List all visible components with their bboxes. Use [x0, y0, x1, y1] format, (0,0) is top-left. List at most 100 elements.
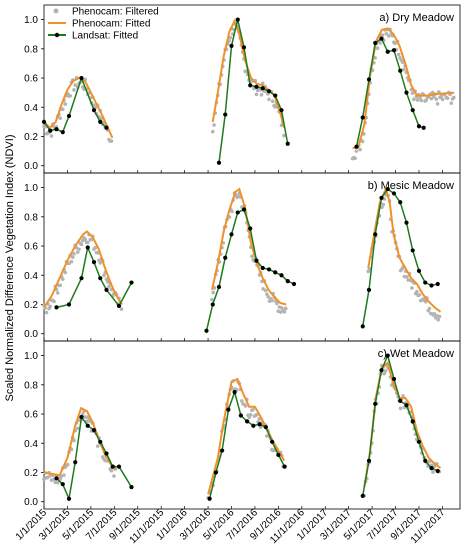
landsat-point	[254, 84, 259, 89]
landsat-point	[279, 273, 284, 278]
landsat-point	[282, 464, 287, 469]
landsat-point	[385, 353, 390, 358]
filtered-point	[424, 98, 429, 102]
filtered-point	[240, 399, 244, 403]
filtered-point	[83, 237, 88, 242]
filtered-point	[211, 290, 216, 295]
phenocam-filtered-points	[42, 21, 456, 161]
filtered-point	[382, 371, 387, 376]
landsat-point	[366, 77, 372, 82]
landsat-point	[398, 200, 403, 205]
filtered-point	[353, 156, 357, 161]
landsat-point	[391, 48, 397, 53]
filtered-point	[418, 95, 422, 100]
landsat-point	[435, 281, 440, 287]
filtered-point	[452, 95, 456, 100]
landsat-point	[54, 305, 59, 310]
filtered-point	[254, 92, 259, 97]
landsat-point	[360, 324, 365, 329]
filtered-point	[55, 480, 60, 485]
y-tick-label: 0.2	[24, 300, 38, 311]
filtered-point	[58, 116, 63, 121]
landsat-point	[366, 458, 372, 463]
landsat-point	[273, 93, 278, 98]
landsat-point	[79, 75, 84, 81]
filtered-point	[68, 94, 73, 98]
filtered-point	[70, 255, 75, 259]
y-axis-label: Scaled Normalized Difference Vegetation …	[4, 135, 16, 402]
landsat-point	[379, 368, 384, 373]
landsat-point	[54, 476, 59, 481]
landsat-point	[241, 207, 247, 212]
landsat-point	[254, 258, 259, 263]
filtered-point	[378, 41, 382, 45]
filtered-point	[210, 297, 214, 302]
landsat-point	[238, 413, 243, 418]
filtered-point	[251, 407, 255, 412]
landsat-point	[360, 115, 365, 120]
panel-2: 0.0 0.2 0.4 0.6 0.8 1.0 b) Mesic Meadow	[24, 172, 461, 342]
filtered-point	[212, 123, 216, 127]
filtered-point	[380, 33, 385, 37]
panels: 0.0 0.2 0.4 0.6 0.8 1.0 a) Dry Meadow 0.0 0.2 0.4…	[24, 4, 461, 510]
filtered-point	[440, 97, 445, 102]
legend-label: Phenocam: Filtered	[72, 7, 159, 18]
legend-label: Landsat: Fitted	[72, 31, 138, 42]
filtered-point	[243, 404, 248, 408]
landsat-point	[54, 127, 59, 132]
filtered-point	[93, 245, 98, 250]
landsat-point	[373, 232, 378, 237]
filtered-point	[44, 310, 49, 315]
landsat-point	[291, 281, 297, 287]
filtered-point	[105, 279, 110, 284]
y-tick-label: 0.6	[24, 410, 38, 421]
landsat-point	[273, 270, 278, 275]
landsat-point	[398, 398, 403, 403]
y-tick-label: 0.4	[24, 271, 38, 282]
filtered-point	[52, 299, 56, 304]
landsat-point	[416, 124, 422, 129]
filtered-point	[67, 261, 71, 266]
filtered-point	[415, 98, 420, 102]
landsat-point	[379, 36, 384, 41]
landsat-point	[79, 414, 84, 420]
landsat-point	[360, 493, 365, 498]
filtered-point	[75, 250, 80, 254]
phenocam-fitted-line	[43, 76, 114, 139]
filtered-point	[384, 31, 389, 36]
landsat-point	[285, 141, 290, 146]
filtered-point	[270, 99, 275, 104]
landsat-point	[104, 287, 109, 292]
filtered-point	[247, 415, 252, 420]
landsat-point	[398, 68, 403, 73]
y-tick-label: 0.6	[24, 74, 38, 85]
filtered-point	[55, 291, 60, 295]
filtered-point	[210, 129, 215, 134]
landsat-point	[260, 86, 265, 91]
landsat-point	[235, 17, 240, 22]
phenocam-fitted-line	[352, 27, 455, 150]
filtered-point	[63, 102, 68, 106]
landsat-point	[79, 276, 84, 281]
filtered-point	[387, 34, 391, 38]
landsat-point	[220, 448, 225, 453]
landsat-point	[391, 191, 397, 196]
x-axis-ticks: 1/1/20153/1/20155/1/20157/1/20159/1/2015…	[14, 507, 448, 546]
filtered-point	[358, 147, 362, 152]
landsat-point	[91, 260, 97, 265]
landsat-point	[66, 496, 72, 501]
filtered-point	[397, 52, 401, 57]
landsat-fitted-line	[361, 353, 439, 497]
landsat-point	[251, 423, 256, 428]
filtered-point	[410, 286, 414, 290]
landsat-point	[245, 419, 250, 424]
landsat-point	[104, 125, 109, 130]
filtered-point	[49, 134, 54, 138]
y-tick-label: 0.2	[24, 468, 38, 479]
filtered-point	[423, 299, 428, 304]
filtered-point	[72, 438, 76, 443]
landsat-point	[235, 210, 240, 215]
landsat-point	[66, 113, 72, 119]
y-tick-label: 1.0	[24, 351, 38, 362]
landsat-point	[266, 267, 272, 272]
